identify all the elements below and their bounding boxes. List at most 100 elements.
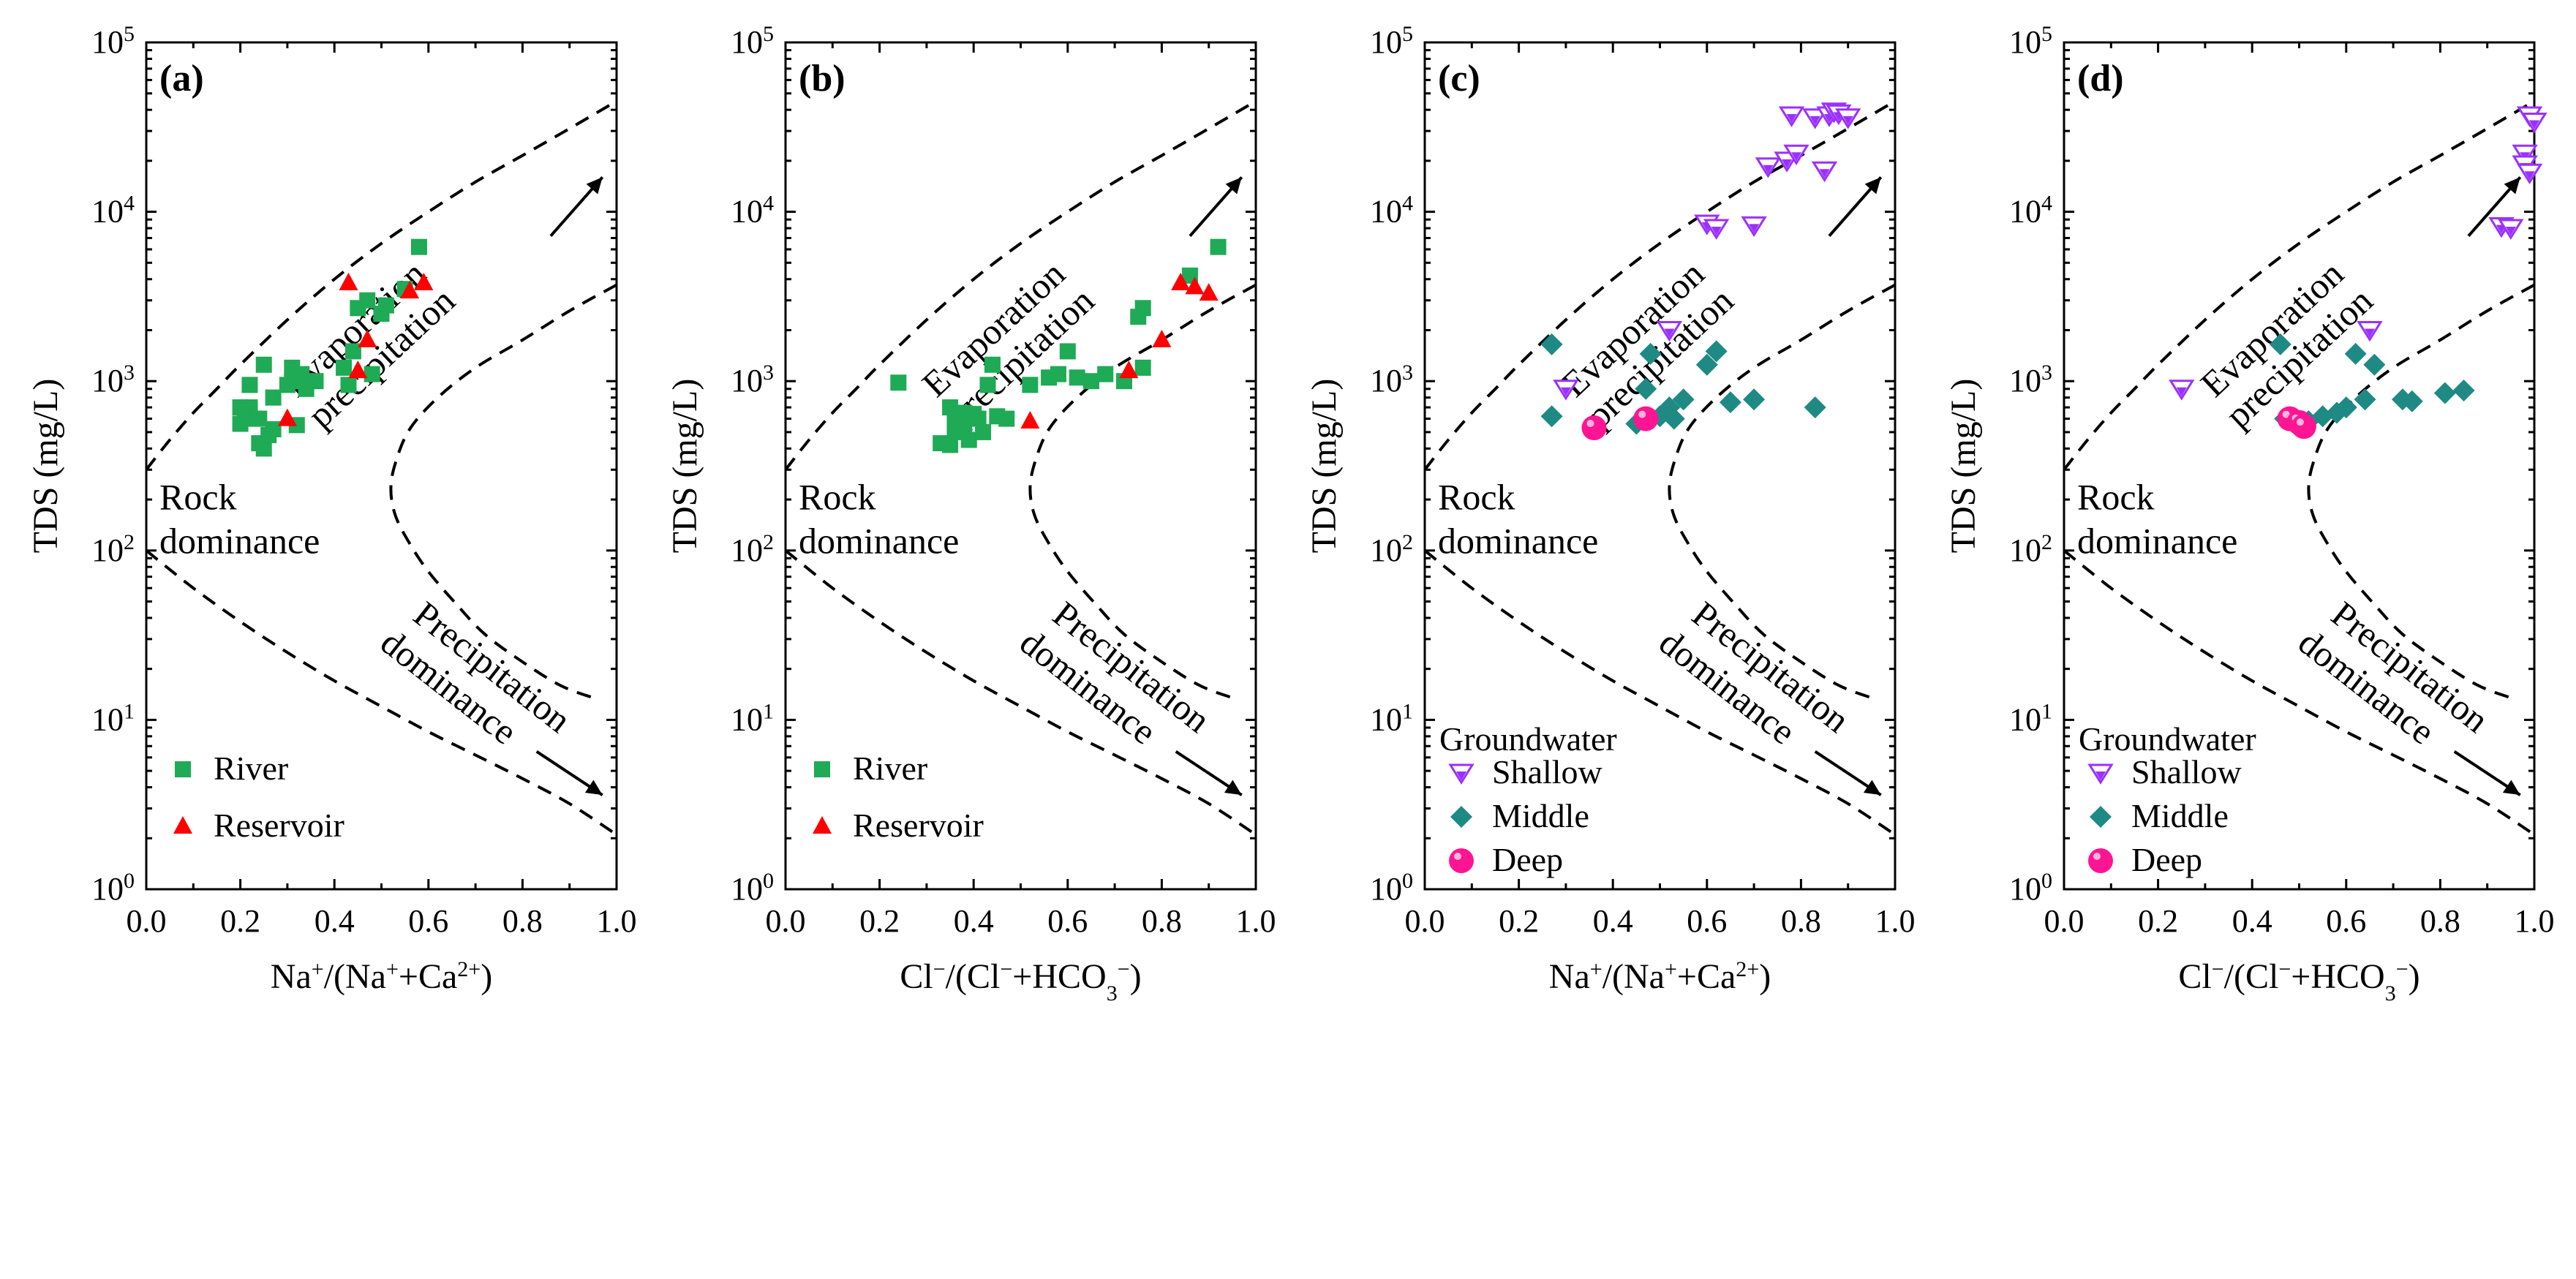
shallow-point: [2498, 219, 2524, 240]
x-axis-title: Cl−/(Cl−+HCO3−): [2178, 957, 2419, 1006]
x-tick-label: 0.8: [1142, 903, 1182, 939]
legend-marker-river: [814, 761, 830, 777]
x-tick-label: 0.8: [1781, 903, 1821, 939]
legend: River Reservoir: [813, 750, 984, 844]
x-tick-label: 1.0: [597, 903, 637, 939]
shallow-point-fill: [1786, 114, 1797, 124]
shallow-point-fill: [1790, 152, 1801, 162]
y-tick-label: 104: [1370, 191, 1413, 230]
middle-point: [1804, 396, 1826, 419]
middle-point: [2452, 380, 2475, 402]
river-point: [255, 356, 272, 373]
upper-boundary-curve: [145, 99, 618, 471]
river-point: [1069, 369, 1085, 386]
shallow-point: [1703, 219, 1730, 240]
middle-point: [1695, 353, 1718, 376]
x-tick-label: 0.6: [2326, 903, 2366, 939]
legend-marker-shallow: [2087, 763, 2114, 785]
river-point: [1134, 300, 1151, 317]
legend-marker-deep-highlight: [1454, 853, 1461, 860]
legend-marker-river: [175, 761, 191, 777]
middle-point: [1662, 407, 1685, 430]
y-tick-label: 103: [91, 361, 135, 399]
legend-marker-middle: [2090, 806, 2112, 828]
river-point: [946, 420, 963, 437]
deep-point-highlight: [1586, 420, 1594, 428]
middle-point: [2433, 382, 2456, 404]
reservoir-point: [400, 281, 420, 299]
evaporation-arrow: [2467, 176, 2522, 237]
legend-marker-shallow-fill: [1456, 771, 1466, 780]
y-tick-label: 104: [2009, 191, 2052, 230]
legend-label-deep: Deep: [2131, 841, 2202, 878]
middle-point: [1639, 342, 1662, 365]
x-tick-label: 0.8: [2420, 903, 2460, 939]
shallow-point: [2357, 320, 2383, 342]
y-tick-label: 102: [731, 529, 774, 568]
river-point: [340, 377, 357, 393]
shallow-point: [1755, 157, 1782, 178]
shallow-point-fill: [1763, 165, 1774, 174]
reservoir-point: [1020, 410, 1040, 429]
y-tick-label: 101: [91, 699, 135, 738]
middle-point: [2344, 342, 2367, 365]
legend-marker-deep-body: [2088, 848, 2113, 873]
y-tick-label: 102: [1370, 529, 1413, 568]
shallow-point-fill: [1819, 169, 1830, 178]
x-tick-label: 0.6: [1687, 903, 1727, 939]
shallow-point: [1553, 380, 1579, 401]
rock-dominance-label: dominance: [159, 521, 320, 562]
river-point: [1059, 343, 1076, 360]
precipitation-arrow-head: [584, 780, 603, 796]
legend-title: Groundwater: [2079, 720, 2256, 758]
rock-label: Rock: [1438, 477, 1515, 518]
y-tick-label: 100: [1370, 869, 1413, 908]
river-point: [359, 292, 376, 309]
river-point: [307, 373, 324, 390]
shallow-point-fill: [1782, 159, 1793, 168]
precipitation-arrow-head: [1863, 780, 1881, 796]
deep-point-highlight: [1638, 410, 1646, 418]
reservoir-point: [339, 272, 358, 290]
x-axis-title: Na+/(Na++Ca2+): [271, 957, 492, 997]
reservoir-point: [358, 329, 377, 347]
rock-label: Rock: [799, 477, 876, 518]
evaporation-arrow-head: [586, 177, 603, 195]
shallow-point-fill: [1560, 387, 1571, 396]
panel-label: (a): [159, 58, 204, 99]
middle-point: [2400, 390, 2423, 412]
evaporation-arrow-head: [2504, 177, 2520, 195]
river-point: [241, 377, 258, 393]
river-point: [942, 437, 959, 453]
deep-point-body: [1633, 406, 1659, 431]
legend-marker-middle: [1450, 806, 1472, 828]
legend-label-shallow: Shallow: [1492, 753, 1603, 791]
x-axis-title: Na+/(Na++Ca2+): [1549, 957, 1771, 997]
precipitation-arrow: [535, 750, 603, 796]
shallow-point-fill: [1664, 328, 1675, 338]
x-tick-label: 0.4: [2232, 903, 2272, 939]
shallow-point: [1811, 161, 1838, 183]
river-point: [1097, 366, 1114, 382]
river-point: [979, 377, 996, 393]
y-tick-label: 100: [2009, 869, 2052, 908]
middle-point: [2269, 333, 2291, 355]
series-deep: [2277, 406, 2316, 439]
legend-label-deep: Deep: [1492, 841, 1563, 878]
x-tick-label: 0.6: [1047, 903, 1088, 939]
upper-boundary-curve: [2063, 99, 2536, 471]
panel-b: 0.0 0.2 0.4 0.6 0.8 1.0 100 101 102 103 104 105 Cl−/…: [666, 22, 1276, 1006]
legend-label-river: River: [214, 750, 288, 787]
river-point: [956, 404, 973, 421]
reservoir-point: [414, 272, 434, 290]
shallow-point: [1801, 108, 1829, 129]
y-tick-label: 102: [2009, 529, 2052, 568]
middle-point: [2363, 353, 2386, 376]
x-tick-label: 0.2: [1499, 903, 1539, 939]
x-tick-label: 1.0: [1236, 903, 1276, 939]
